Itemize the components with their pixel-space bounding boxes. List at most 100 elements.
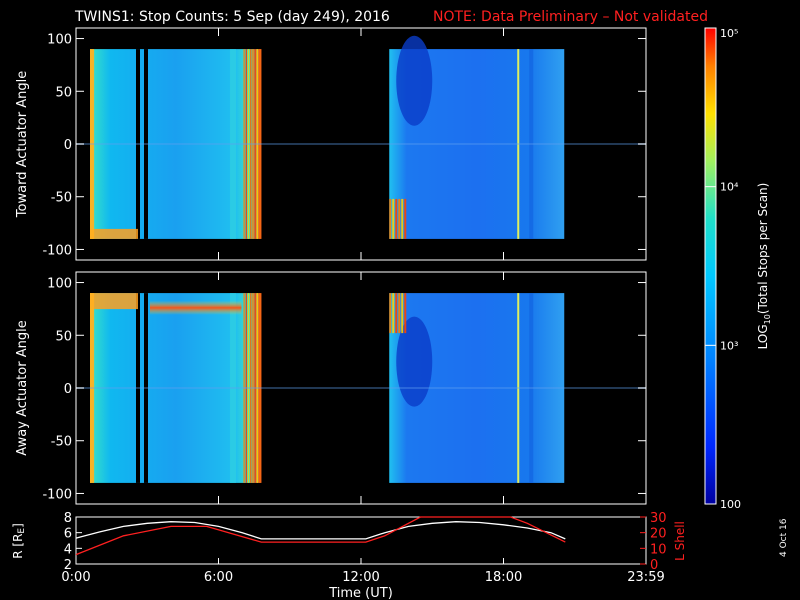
away-x-ticks [75,272,647,504]
time-tick-label: 0:00 [61,570,90,585]
hot-stripe [247,293,250,483]
hot-stripe [254,49,256,239]
hot-corner [401,198,404,239]
lshell-line [75,516,566,556]
hot-edge [90,49,94,239]
time-axis-label: Time (UT) [328,586,393,600]
colorbar-tick-label: 10³ [720,339,738,352]
radius-line [75,521,566,540]
lshell-tick-label: 30 [650,511,667,526]
hot-corner [392,198,395,239]
hot-stripe [252,49,254,239]
y-tick-label: -50 [51,435,72,450]
date-stamp: 4 Oct 16 [779,518,789,557]
lshell-tick-label: 0 [650,558,658,573]
time-tick-label: 6:00 [204,570,233,585]
hot-corner [404,198,407,239]
y-tick-label: 0 [64,382,72,397]
dark-lobe [396,35,433,126]
hot-region [90,293,138,310]
hot-corner [401,293,404,334]
hot-corner [398,293,401,334]
figure-title: TWINS1: Stop Counts: 5 Sep (day 249), 20… [74,9,390,25]
bright-column [230,293,236,483]
data-gap [136,293,140,483]
hot-stripe [256,293,259,483]
hot-stripe [243,49,245,239]
hot-corner [404,293,407,334]
data-gap [144,49,148,239]
y-tick-label: 50 [55,85,72,100]
hot-stripe [254,293,256,483]
colorbar-tick-label: 10⁴ [720,181,739,194]
toward-x-ticks [75,28,647,260]
y-tick-label: 100 [47,33,72,48]
lshell-tick-label: 10 [650,542,667,557]
time-x-ticks: 0:00 6:00 12:00 18:00 23:59 [61,558,665,585]
hot-stripe [245,293,248,483]
data-column [529,49,534,239]
away-y-label: Away Actuator Angle [15,320,30,455]
dark-lobe [396,316,433,407]
hot-stripe [250,49,252,239]
toward-panel: -100 -50 0 50 100 Toward Actuator Angle [15,27,647,261]
hot-corner [398,198,401,239]
hot-stripe [247,49,250,239]
hot-corner [392,293,395,334]
lshell-tick-label: 20 [650,527,667,542]
y-tick-label: -100 [42,487,72,502]
orbit-frame [75,516,647,565]
preliminary-note: NOTE: Data Preliminary – Not validated [433,9,708,25]
hot-region [90,228,138,239]
hot-corner [389,293,392,334]
hot-stripe [245,49,248,239]
colorbar-ticks: 10⁵ 10⁴ 10³ 100 [705,27,741,511]
hot-stripe [252,293,254,483]
time-tick-label: 12:00 [342,570,379,585]
away-y-ticks: -100 -50 0 50 100 [42,277,646,502]
hot-stripe [258,293,261,483]
radius-tick-label: 2 [64,558,72,573]
y-tick-label: 0 [64,138,72,153]
away-heatmap [76,293,646,483]
y-tick-label: -100 [42,243,72,258]
y-tick-label: 100 [47,277,72,292]
colorbar-tick-label: 10⁵ [720,27,738,40]
hot-corner [395,198,398,239]
hot-stripe [250,293,252,483]
bright-line [517,49,520,239]
orbit-lines [75,516,566,556]
radius-tick-label: 6 [64,527,72,542]
radius-tick-label: 4 [64,542,72,557]
lshell-axis-label: L Shell [673,521,687,561]
hot-corner [389,198,392,239]
colorbar-gradient [705,28,716,504]
colorbar: 10⁵ 10⁴ 10³ 100 LOG10(Total Stops per Scan) [704,27,772,511]
data-gap [144,293,148,483]
time-tick-label: 18:00 [485,570,522,585]
hot-corner [395,293,398,334]
bright-line [517,293,520,483]
data-column [529,293,534,483]
hot-stripe [256,49,259,239]
hot-edge [90,293,94,483]
time-tick-label: 23:59 [627,570,664,585]
bright-column [230,49,236,239]
y-tick-label: -50 [51,191,72,206]
hot-band [150,300,242,315]
hot-stripe [243,293,245,483]
y-tick-label: 50 [55,329,72,344]
away-panel: -100 -50 0 50 100 Away Actuator Angle [15,271,647,505]
data-gap [136,49,140,239]
colorbar-tick-label: 100 [720,498,741,511]
colorbar-label: LOG10(Total Stops per Scan) [756,183,772,350]
hot-stripe [258,49,261,239]
toward-y-ticks: -100 -50 0 50 100 [42,33,646,258]
toward-heatmap [76,35,646,239]
radius-tick-label: 8 [64,511,72,526]
toward-y-label: Toward Actuator Angle [15,71,30,218]
